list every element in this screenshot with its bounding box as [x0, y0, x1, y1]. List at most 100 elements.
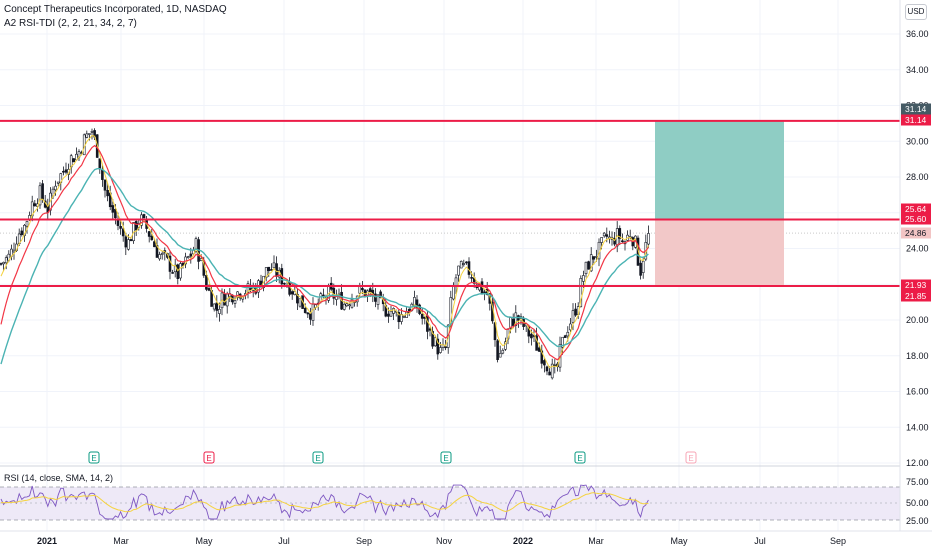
price-tag: 31.14 [901, 114, 931, 126]
candle-body [23, 224, 26, 237]
candle-body [111, 205, 115, 213]
candle-body [54, 185, 57, 191]
rsi-pane: RSI (14, close, SMA, 14, 2) [0, 465, 900, 521]
candle-body [618, 228, 622, 239]
candle-body [275, 263, 278, 277]
candle-body [493, 322, 497, 341]
candle-body [465, 261, 468, 264]
candle-body [420, 313, 424, 319]
candle-body [548, 371, 551, 376]
candle-body [595, 256, 598, 258]
candle-body [127, 239, 130, 250]
candle-body [361, 287, 364, 291]
candle-body [0, 263, 3, 265]
profit-zone[interactable] [655, 120, 784, 220]
candle-body [459, 261, 463, 269]
price-tick-label: 20.00 [906, 315, 929, 325]
candle-body [527, 326, 531, 337]
candle-body [212, 303, 216, 310]
candle-body [574, 308, 577, 316]
candle-body [444, 346, 447, 349]
candle-body [511, 318, 515, 326]
horizontal-levels[interactable] [0, 119, 900, 288]
time-tick-label: Jul [754, 536, 766, 546]
candle-body [98, 158, 102, 170]
candle-body [613, 238, 616, 245]
candle-body [452, 285, 455, 300]
earnings-marker[interactable]: E [440, 451, 452, 464]
candle-body [584, 261, 588, 274]
price-tag-label: 31.14 [905, 104, 927, 114]
time-tick-label: Jul [278, 536, 290, 546]
price-tag-label: 31.14 [905, 115, 927, 125]
rsi-ma-line [0, 492, 649, 513]
candle-body [621, 240, 624, 243]
symbol-title[interactable]: Concept Therapeutics Incorporated, 1D, N… [4, 4, 227, 15]
earnings-marker[interactable]: E [312, 451, 324, 464]
time-tick-label: 2022 [513, 536, 533, 546]
candle-body [309, 313, 312, 320]
candle-body [176, 264, 180, 279]
candle-body [158, 254, 161, 260]
candle-body [298, 298, 302, 307]
candle-body [392, 308, 395, 314]
candle-body [153, 241, 156, 248]
candle-body [467, 261, 471, 275]
time-tick-label: May [195, 536, 213, 546]
price-tag-label: 25.60 [905, 214, 927, 224]
candle-body [569, 323, 572, 331]
candle-body [90, 131, 94, 133]
time-axis[interactable]: 2021 Mar May Jul Sep Nov 2022 Mar May Jul Sep [37, 536, 846, 546]
candle-body [514, 312, 518, 326]
candle-body [205, 274, 208, 290]
candle-body [186, 256, 190, 258]
candle-body [311, 303, 315, 321]
rsi-tick-label: 25.00 [906, 516, 929, 526]
candle-body [41, 183, 44, 200]
candle-body [288, 281, 291, 295]
earnings-marker-label: E [577, 454, 582, 463]
candle-body [535, 335, 538, 351]
time-tick-label: May [670, 536, 688, 546]
price-tick-label: 30.00 [906, 136, 929, 146]
earnings-marker-label: E [206, 454, 211, 463]
currency-button[interactable]: USD [905, 4, 927, 20]
candle-body [116, 220, 120, 226]
candle-body [114, 208, 117, 219]
price-tick-label: 14.00 [906, 422, 929, 432]
rsi-axis[interactable]: 75.00 50.00 25.00 [906, 477, 929, 526]
candle-body [181, 262, 185, 266]
candle-body [348, 304, 351, 307]
rsi-tick-label: 50.00 [906, 498, 929, 508]
ema-slow-line [0, 168, 649, 365]
candle-body [368, 288, 372, 293]
candle-body [431, 330, 434, 347]
candle-body [296, 293, 299, 304]
candle-body [582, 275, 585, 282]
earnings-marker[interactable]: E [574, 451, 586, 464]
candle-body [374, 293, 377, 302]
earnings-marker[interactable]: E [203, 451, 215, 464]
time-tick-label: Mar [588, 536, 604, 546]
earnings-marker-label: E [443, 454, 448, 463]
earnings-marker-label: E [688, 454, 693, 463]
rsi-label: RSI (14, close, SMA, 14, 2) [4, 473, 113, 483]
candle-body [345, 303, 349, 307]
earnings-marker[interactable]: E [685, 451, 697, 464]
price-axis[interactable]: 36.0034.0032.0030.0028.0026.0024.0022.00… [906, 29, 929, 468]
candle-body [387, 313, 390, 317]
candle-body [436, 338, 440, 355]
price-tag-label: 21.93 [905, 280, 927, 290]
candle-body [303, 307, 307, 313]
candle-body [236, 291, 239, 298]
loss-zone[interactable] [655, 219, 784, 287]
candle-body [342, 303, 346, 310]
candle-body [88, 133, 91, 135]
indicator-title[interactable]: A2 RSI-TDI (2, 2, 21, 34, 2, 7) [4, 18, 137, 29]
candle-body [498, 353, 502, 358]
candle-body [33, 203, 37, 207]
earnings-marker[interactable]: E [88, 451, 100, 464]
candle-body [246, 283, 250, 293]
